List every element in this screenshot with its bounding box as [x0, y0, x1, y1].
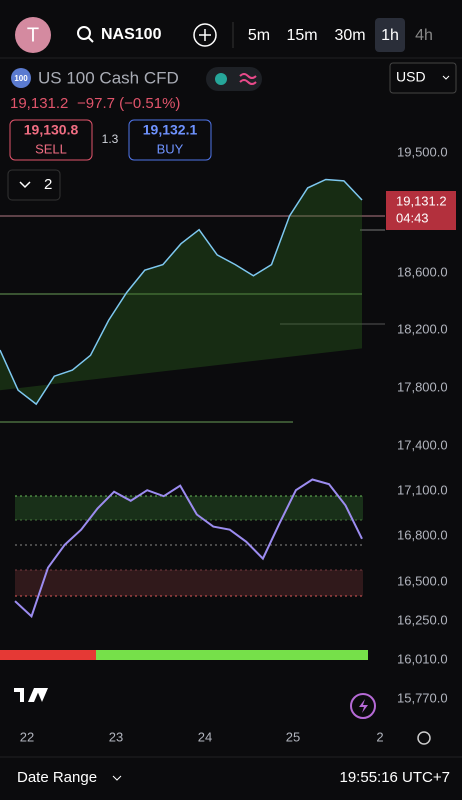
collapse-button[interactable]: [7, 169, 61, 201]
sell-label: SELL: [35, 141, 67, 156]
trend-bar-red: [0, 650, 96, 660]
trend-ribbon: [0, 179, 362, 405]
spread: 1.3: [102, 132, 119, 146]
buy-price: 19,132.1: [143, 122, 198, 138]
price-axis-label: 17,400.0: [397, 437, 448, 452]
last-price-label: 19,131.2: [396, 193, 447, 208]
price-axis-label: 16,800.0: [397, 527, 448, 542]
time-axis-label: 2: [376, 729, 383, 744]
indicator-count: 2: [44, 176, 52, 193]
price-axis-label: 16,010.0: [397, 651, 448, 666]
clock: 19:55:16 UTC+7: [340, 769, 451, 786]
time-axis-label: 25: [286, 729, 300, 744]
add-button[interactable]: [193, 23, 217, 47]
add-icon: [199, 29, 211, 41]
osc-lower-zone: [15, 570, 363, 596]
logo: [14, 688, 48, 702]
price-axis-label: 16,500.0: [397, 573, 448, 588]
chevron: [19, 181, 31, 189]
price-axis-label: 16,250.0: [397, 612, 448, 627]
avatar-letter: T: [27, 24, 39, 46]
symbol-name: US 100 Cash CFD: [38, 68, 179, 87]
time-axis-label: 23: [109, 729, 123, 744]
last-price: 19,131.2: [10, 95, 68, 112]
bolt-icon: [359, 699, 368, 713]
chevron: [442, 75, 450, 80]
status-toggle[interactable]: [206, 67, 262, 91]
price-line: [0, 178, 363, 406]
buy-button[interactable]: [128, 119, 212, 161]
alert-button[interactable]: [350, 693, 376, 719]
interval[interactable]: 30m: [334, 27, 365, 44]
trend-bar-green: [96, 650, 368, 660]
oscillator-line: [14, 478, 363, 619]
settings-button[interactable]: [417, 731, 431, 745]
sell-button[interactable]: [9, 119, 93, 161]
status-dot: [215, 73, 227, 85]
last-price-box: [386, 191, 456, 230]
search-icon[interactable]: [77, 26, 91, 40]
chevron: [112, 775, 122, 781]
interval-selected: [375, 18, 405, 52]
currency-select[interactable]: [389, 62, 457, 94]
time-axis-label: 22: [20, 729, 34, 744]
sell-price: 19,130.8: [24, 122, 79, 138]
status-icon: [239, 73, 257, 85]
interval[interactable]: 15m: [286, 27, 317, 44]
buy-label: BUY: [157, 141, 184, 156]
interval[interactable]: 4h: [415, 27, 433, 44]
avatar[interactable]: [15, 17, 51, 53]
search-icon: [87, 36, 94, 43]
symbol-badge-text: 100: [14, 74, 28, 83]
date-range[interactable]: Date Range: [17, 769, 97, 786]
price-axis-label: 17,800.0: [397, 379, 448, 394]
price-change: −97.7 (−0.51%): [77, 95, 180, 112]
countdown: 04:43: [396, 210, 429, 225]
interval[interactable]: 5m: [248, 27, 270, 44]
interval[interactable]: 1h: [381, 27, 399, 44]
symbol-badge: [11, 68, 31, 88]
price-axis-label: 18,600.0: [397, 264, 448, 279]
price-axis-label: 18,200.0: [397, 321, 448, 336]
time-axis-label: 24: [198, 729, 212, 744]
currency: USD: [396, 69, 426, 85]
price-axis-label: 17,100.0: [397, 482, 448, 497]
symbol[interactable]: NAS100: [101, 26, 162, 43]
price-axis-label: 15,770.0: [397, 690, 448, 705]
price-axis-label: 19,500.0: [397, 144, 448, 159]
